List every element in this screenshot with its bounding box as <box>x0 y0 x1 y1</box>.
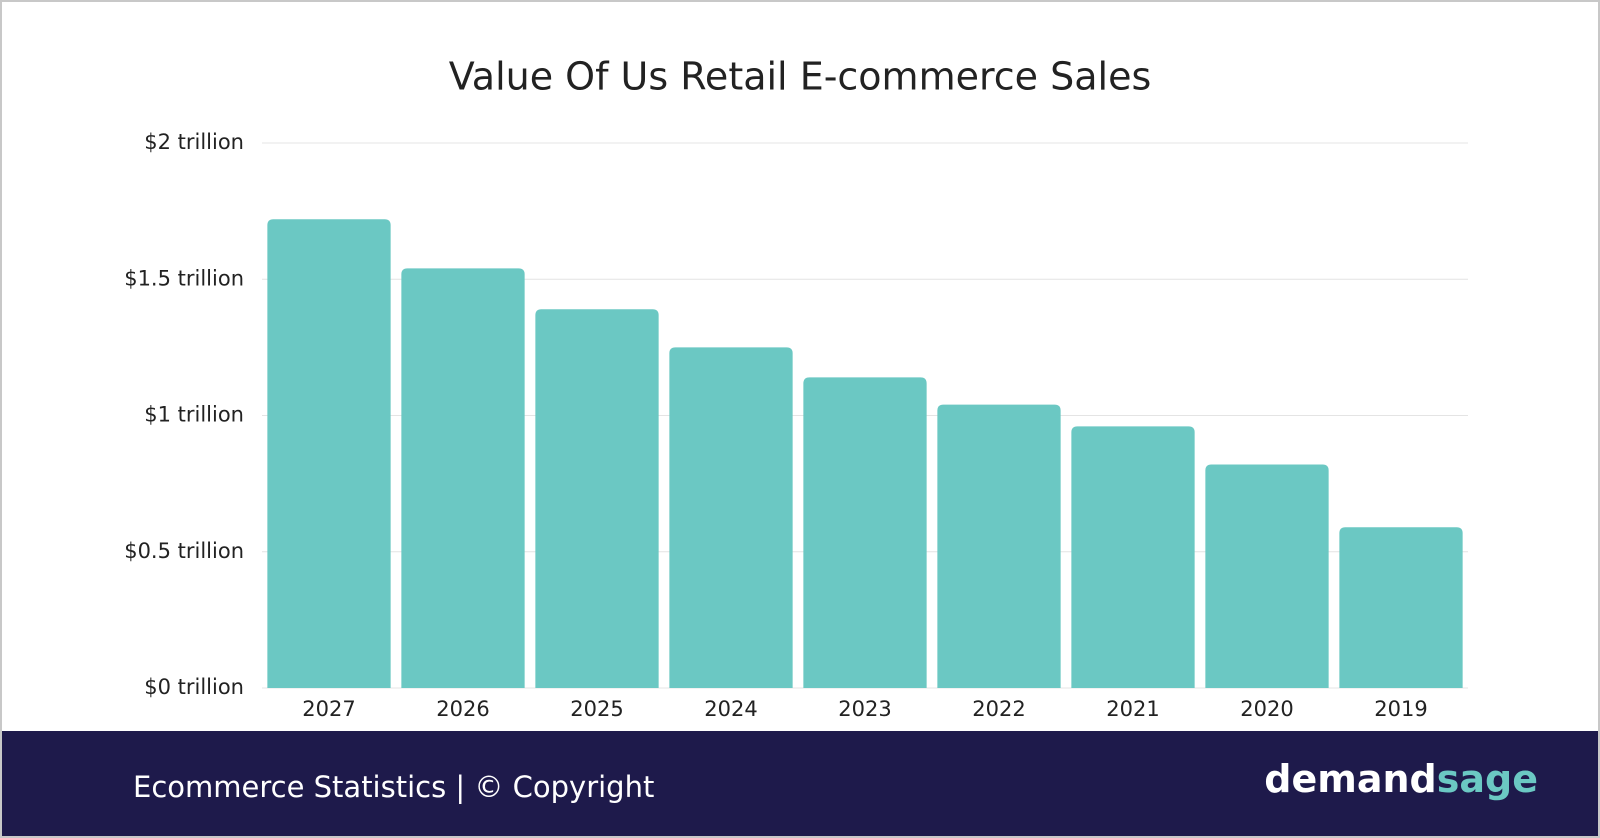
x-tick-label: 2026 <box>436 697 489 721</box>
bar <box>803 377 927 688</box>
x-tick-label: 2019 <box>1374 697 1427 721</box>
y-tick-label: $0.5 trillion <box>124 539 244 563</box>
bar <box>1071 426 1195 688</box>
bar <box>937 404 1061 688</box>
x-tick-label: 2020 <box>1240 697 1293 721</box>
footer-text: Ecommerce Statistics | © Copyright <box>133 770 654 804</box>
x-tick-label: 2025 <box>570 697 623 721</box>
bar <box>267 219 391 689</box>
logo-part: demand <box>1264 757 1436 801</box>
bar <box>669 347 793 688</box>
bar <box>1205 464 1329 688</box>
bar <box>535 309 659 688</box>
x-tick-label: 2024 <box>704 697 757 721</box>
y-tick-label: $2 trillion <box>144 130 244 154</box>
y-tick-label: $1 trillion <box>144 403 244 427</box>
footer-band <box>2 731 1598 836</box>
logo-part: sage <box>1437 757 1538 801</box>
x-tick-label: 2027 <box>302 697 355 721</box>
x-tick-label: 2022 <box>972 697 1025 721</box>
y-tick-label: $0 trillion <box>144 675 244 699</box>
bar <box>401 268 525 688</box>
x-tick-label: 2023 <box>838 697 891 721</box>
chart-title: Value Of Us Retail E-commerce Sales <box>449 55 1152 99</box>
y-tick-label: $1.5 trillion <box>124 266 244 290</box>
x-tick-label: 2021 <box>1106 697 1159 721</box>
bar <box>1339 527 1463 688</box>
logo: demandsage <box>1264 757 1538 801</box>
